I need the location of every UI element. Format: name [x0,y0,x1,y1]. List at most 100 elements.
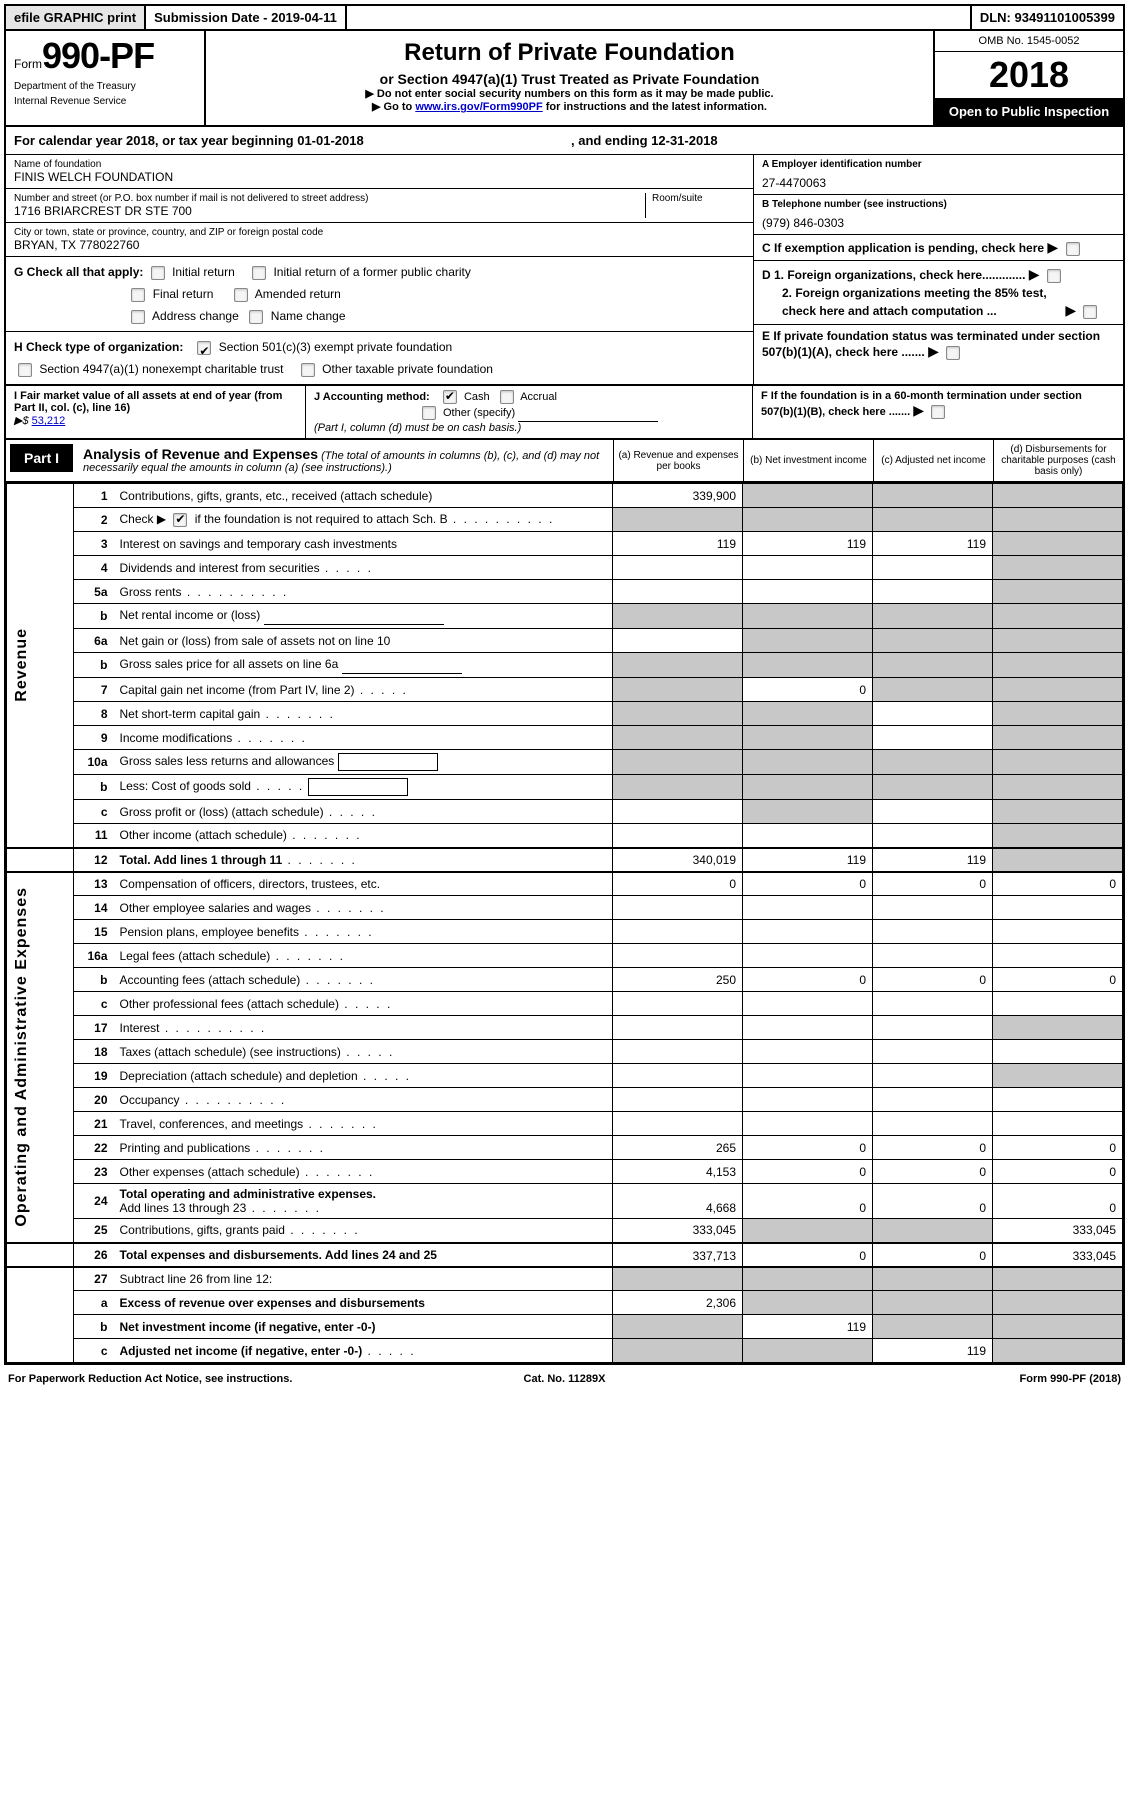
inst2-pre: ▶ Go to [372,101,415,113]
main-title: Return of Private Foundation [214,39,925,67]
opt-4947: Section 4947(a)(1) nonexempt charitable … [39,362,283,376]
address-cell: Number and street (or P.O. box number if… [6,189,753,223]
cb-initial-former[interactable] [252,266,266,280]
phone-cell: B Telephone number (see instructions) (9… [754,195,1123,235]
cb-foreign-org[interactable] [1047,269,1061,283]
table-row: 3Interest on savings and temporary cash … [7,532,1123,556]
cb-foreign-85[interactable] [1083,305,1097,319]
table-row: cGross profit or (loss) (attach schedule… [7,800,1123,824]
amt-a: 339,900 [613,484,743,508]
city-value: BRYAN, TX 778022760 [14,238,745,252]
cb-address-change[interactable] [131,310,145,324]
cb-exemption-pending[interactable] [1066,242,1080,256]
box-j-label: J Accounting method: [314,391,430,403]
city-label: City or town, state or province, country… [14,227,745,238]
dept-treasury: Department of the Treasury [14,81,196,92]
dln: DLN: 93491101005399 [970,6,1123,29]
footer-mid: Cat. No. 11289X [524,1373,606,1385]
col-a: (a) Revenue and expenses per books [613,440,743,481]
cb-4947[interactable] [18,363,32,377]
part1-header: Part I Analysis of Revenue and Expenses … [6,440,1123,483]
inst2-post: for instructions and the latest informat… [543,101,767,113]
cal-year-mid: , and ending 12-31-2018 [571,133,718,148]
ein-cell: A Employer identification number 27-4470… [754,155,1123,195]
opt-name: Name change [271,309,346,323]
cb-name-change[interactable] [249,310,263,324]
opt-501c3: Section 501(c)(3) exempt private foundat… [219,340,452,354]
opt-address: Address change [152,309,239,323]
foundation-name: FINIS WELCH FOUNDATION [14,170,745,184]
cb-initial-return[interactable] [151,266,165,280]
room-label: Room/suite [652,193,745,204]
table-row: bNet investment income (if negative, ent… [7,1315,1123,1339]
header-left: Form990-PF Department of the Treasury In… [6,31,206,125]
box-i: I Fair market value of all assets at end… [6,386,306,438]
box-c-label: C If exemption application is pending, c… [762,241,1044,255]
name-label: Name of foundation [14,159,745,170]
cal-year-pre: For calendar year 2018, or tax year begi… [14,133,364,148]
col-headers: (a) Revenue and expenses per books (b) N… [613,440,1123,481]
address-value: 1716 BRIARCREST DR STE 700 [14,204,645,218]
cb-501c3[interactable] [197,341,211,355]
cb-no-schb[interactable] [173,513,187,527]
table-row: 16aLegal fees (attach schedule) [7,944,1123,968]
table-row: 10aGross sales less returns and allowanc… [7,750,1123,775]
box-f: F If the foundation is in a 60-month ter… [753,386,1123,438]
cb-amended[interactable] [234,288,248,302]
instruction-1: ▶ Do not enter social security numbers o… [214,87,925,100]
opt-final: Final return [153,287,214,301]
table-row: bAccounting fees (attach schedule) 25000… [7,968,1123,992]
cb-terminated[interactable] [946,346,960,360]
part1-label: Part I [10,444,73,472]
box-d1: D 1. Foreign organizations, check here..… [762,268,1025,282]
box-g-label: G Check all that apply: [14,265,143,279]
phone-label: B Telephone number (see instructions) [762,199,947,210]
table-row: 12Total. Add lines 1 through 11 340,0191… [7,848,1123,872]
table-row: 6aNet gain or (loss) from sale of assets… [7,629,1123,653]
table-row: bGross sales price for all assets on lin… [7,653,1123,678]
table-row: aExcess of revenue over expenses and dis… [7,1291,1123,1315]
amt-d [993,484,1123,508]
header-row: Form990-PF Department of the Treasury In… [6,31,1123,127]
table-row: 9Income modifications [7,726,1123,750]
table-row: 15Pension plans, employee benefits [7,920,1123,944]
bottom-info: I Fair market value of all assets at end… [6,386,1123,440]
col-d: (d) Disbursements for charitable purpose… [993,440,1123,481]
sub-title: or Section 4947(a)(1) Trust Treated as P… [214,71,925,87]
box-j: J Accounting method: Cash Accrual Other … [306,386,753,438]
box-g: G Check all that apply: Initial return I… [6,257,753,332]
table-row: cOther professional fees (attach schedul… [7,992,1123,1016]
ein-value: 27-4470063 [762,176,1115,190]
table-row: 7Capital gain net income (from Part IV, … [7,678,1123,702]
line-desc: Contributions, gifts, grants, etc., rece… [114,484,613,508]
line-desc: Check ▶ if the foundation is not require… [114,508,613,532]
info-grid: Name of foundation FINIS WELCH FOUNDATIO… [6,155,1123,386]
room-suite: Room/suite [645,193,745,218]
city-cell: City or town, state or province, country… [6,223,753,257]
col-c: (c) Adjusted net income [873,440,993,481]
table-row: 11Other income (attach schedule) [7,824,1123,848]
opadmin-side: Operating and Administrative Expenses [7,872,74,1243]
irs-link[interactable]: www.irs.gov/Form990PF [415,101,542,113]
cb-accrual[interactable] [500,390,514,404]
box-j-note: (Part I, column (d) must be on cash basi… [314,422,521,434]
opt-former: Initial return of a former public charit… [273,265,470,279]
cb-60month[interactable] [931,405,945,419]
form-prefix: Form [14,57,42,71]
cb-cash[interactable] [443,390,457,404]
box-h: H Check type of organization: Section 50… [6,332,753,384]
box-e: E If private foundation status was termi… [754,325,1123,364]
opt-other: Other taxable private foundation [322,362,493,376]
phone-value: (979) 846-0303 [762,216,1115,230]
box-i-value[interactable]: 53,212 [32,415,66,427]
revenue-side: Revenue [7,484,74,848]
cb-other-acct[interactable] [422,406,436,420]
address-label: Number and street (or P.O. box number if… [14,193,645,204]
table-row: 14Other employee salaries and wages [7,896,1123,920]
table-row: 5aGross rents [7,580,1123,604]
table-row: 27Subtract line 26 from line 12: [7,1267,1123,1291]
efile-label: efile GRAPHIC print [6,6,146,29]
table-row: bLess: Cost of goods sold [7,775,1123,800]
cb-final[interactable] [131,288,145,302]
cb-other-taxable[interactable] [301,363,315,377]
